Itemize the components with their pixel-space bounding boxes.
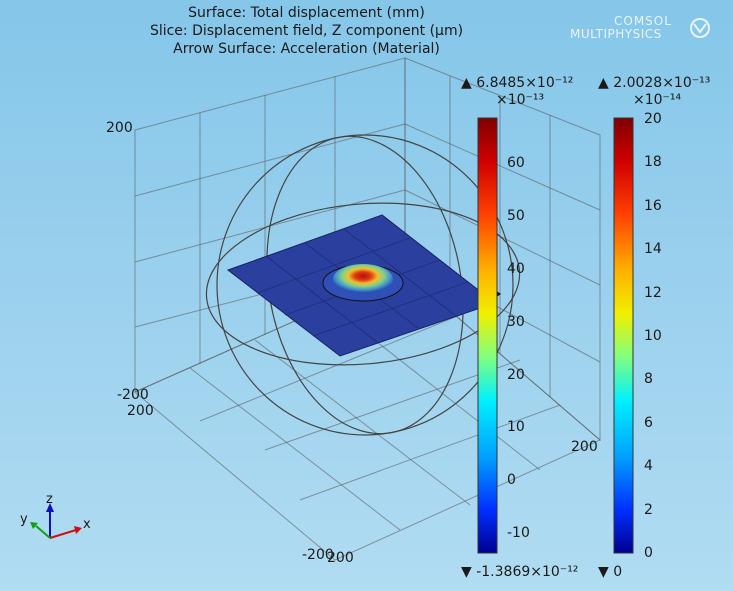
colorbar2-tick: 8 xyxy=(644,371,653,387)
colorbar1-max: ▲ 6.8485×10⁻¹² xyxy=(461,75,574,91)
axis-tick-right: 200 xyxy=(571,439,598,455)
axis-tick-x-b: 200 xyxy=(327,550,354,566)
colorbar2-scale: ×10⁻¹⁴ xyxy=(633,92,682,108)
colorbar2-tick: 2 xyxy=(644,502,653,518)
colorbar1-gradient xyxy=(477,117,498,554)
axis-tick-y-b: 200 xyxy=(127,403,154,419)
colorbar1-tick: 40 xyxy=(507,261,525,277)
triad-label-x: x xyxy=(83,517,91,532)
logo-line2: MULTIPHYSICS xyxy=(570,27,662,41)
colorbar2-tick: 10 xyxy=(644,328,662,344)
colorbar2-min: ▼ 0 xyxy=(598,564,623,580)
colorbar1-tick: 0 xyxy=(507,472,516,488)
colorbar1-scale: ×10⁻¹³ xyxy=(496,92,545,108)
triad-label-y: y xyxy=(20,512,28,527)
colorbar2-tick: 6 xyxy=(644,415,653,431)
colorbar2-max: ▲ 2.0028×10⁻¹³ xyxy=(598,75,711,91)
logo-line1: COMSOL xyxy=(614,14,672,28)
colorbar1-tick: -10 xyxy=(507,525,530,541)
axis-tick-z-top: 200 xyxy=(106,120,133,136)
colorbar1-min: ▼ -1.3869×10⁻¹² xyxy=(461,564,579,580)
plot-title-arrow: Arrow Surface: Acceleration (Material) xyxy=(173,41,440,57)
colorbar2-tick: 16 xyxy=(644,198,662,214)
axis-tick-y-a: -200 xyxy=(117,387,149,403)
displacement-peak xyxy=(333,264,393,294)
plot-title-slice: Slice: Displacement field, Z component (… xyxy=(149,23,464,39)
colorbar1-tick: 60 xyxy=(507,155,525,171)
axis-tick-x-a: -200 xyxy=(302,547,334,563)
triad-label-z: z xyxy=(46,492,53,507)
colorbar2-tick: 14 xyxy=(644,241,662,257)
axes-triad xyxy=(30,503,82,539)
comsol-logo-icon xyxy=(690,18,710,38)
colorbar1-tick: 30 xyxy=(507,314,525,330)
colorbar2-tick: 0 xyxy=(644,545,653,561)
colorbar2-tick: 4 xyxy=(644,458,653,474)
colorbar2-tick: 18 xyxy=(644,154,662,170)
colorbar2-tick: 12 xyxy=(644,285,662,301)
colorbar2-tick: 20 xyxy=(644,111,662,127)
comsol-logo: COMSOL MULTIPHYSICS xyxy=(570,14,720,44)
back-wall-right xyxy=(404,57,601,442)
colorbar1-tick: 10 xyxy=(507,419,525,435)
plot-title-surface: Surface: Total displacement (mm) xyxy=(188,5,425,21)
colorbar1-tick: 20 xyxy=(507,367,525,383)
colorbar2-gradient xyxy=(613,117,634,554)
colorbar1-tick: 50 xyxy=(507,208,525,224)
